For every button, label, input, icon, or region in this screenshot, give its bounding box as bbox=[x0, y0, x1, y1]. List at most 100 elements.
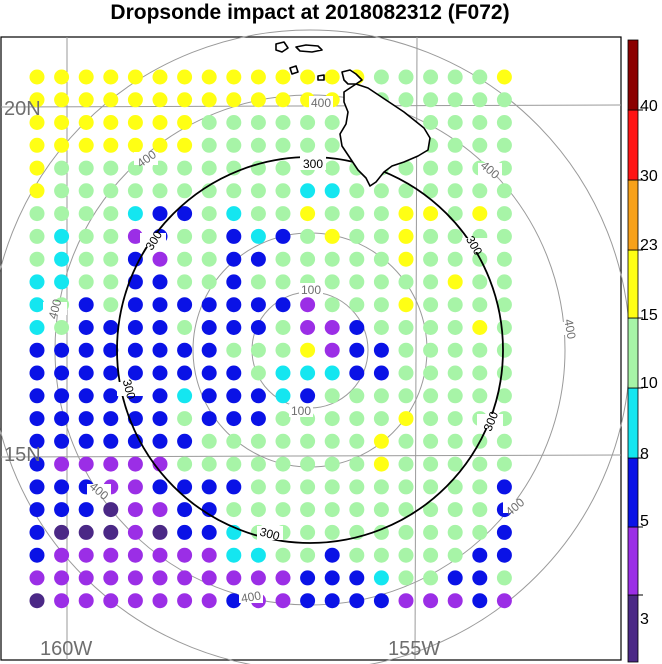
impact-dot bbox=[275, 228, 291, 244]
impact-dot bbox=[78, 411, 94, 427]
impact-dot bbox=[300, 228, 316, 244]
impact-dot bbox=[349, 433, 365, 449]
colorbar-label-3: 3 bbox=[640, 611, 649, 628]
impact-dot bbox=[103, 570, 119, 586]
impact-dot bbox=[472, 206, 488, 222]
impact-dot bbox=[349, 365, 365, 381]
impact-dot bbox=[250, 297, 266, 313]
impact-dot bbox=[78, 297, 94, 313]
impact-dot bbox=[472, 297, 488, 313]
impact-dot bbox=[423, 411, 439, 427]
impact-dot bbox=[201, 502, 217, 518]
impact-dot bbox=[152, 183, 168, 199]
impact-dot bbox=[250, 69, 266, 85]
impact-dot bbox=[373, 479, 389, 495]
impact-dot bbox=[398, 570, 414, 586]
impact-dot bbox=[447, 593, 463, 609]
impact-dot bbox=[201, 524, 217, 540]
impact-dot bbox=[275, 456, 291, 472]
impact-dot bbox=[472, 69, 488, 85]
impact-dot bbox=[127, 570, 143, 586]
impact-dot bbox=[29, 456, 45, 472]
impact-dot bbox=[226, 342, 242, 358]
impact-dot bbox=[423, 251, 439, 267]
impact-dot bbox=[373, 502, 389, 518]
impact-dot bbox=[103, 365, 119, 381]
impact-dot bbox=[423, 433, 439, 449]
impact-dot bbox=[398, 479, 414, 495]
impact-dot bbox=[423, 547, 439, 563]
impact-dot bbox=[226, 206, 242, 222]
impact-dot bbox=[226, 433, 242, 449]
impact-dot bbox=[496, 456, 512, 472]
impact-dot bbox=[127, 228, 143, 244]
impact-dot bbox=[398, 365, 414, 381]
impact-dot bbox=[29, 524, 45, 540]
impact-dot bbox=[324, 342, 340, 358]
impact-dot bbox=[127, 183, 143, 199]
impact-dot bbox=[324, 433, 340, 449]
impact-dot bbox=[54, 365, 70, 381]
impact-dot bbox=[423, 92, 439, 108]
impact-dot bbox=[349, 297, 365, 313]
impact-dot bbox=[78, 342, 94, 358]
impact-dot bbox=[29, 433, 45, 449]
impact-dot bbox=[103, 502, 119, 518]
impact-dot bbox=[226, 228, 242, 244]
impact-dot bbox=[324, 183, 340, 199]
impact-dot bbox=[300, 206, 316, 222]
colorbar-segment bbox=[627, 39, 639, 111]
impact-dot bbox=[496, 320, 512, 335]
impact-dot bbox=[78, 570, 94, 586]
impact-dot bbox=[324, 297, 340, 313]
impact-dot bbox=[472, 274, 488, 290]
impact-dot bbox=[127, 456, 143, 472]
impact-dot bbox=[29, 593, 45, 609]
impact-dot bbox=[54, 69, 70, 85]
impact-dot bbox=[201, 206, 217, 222]
colorbar bbox=[627, 39, 643, 663]
impact-dot bbox=[423, 388, 439, 404]
ring-label-300-bottom: 300 bbox=[258, 525, 281, 544]
impact-dot bbox=[496, 342, 512, 358]
impact-dot bbox=[398, 206, 414, 222]
impact-dot bbox=[250, 411, 266, 427]
impact-dot bbox=[103, 274, 119, 290]
impact-dot bbox=[103, 115, 119, 130]
ring-labels: 100 100 400 400 400 400 400 400 400 400 … bbox=[43, 96, 582, 606]
impact-dot bbox=[324, 115, 340, 130]
impact-dot bbox=[398, 502, 414, 518]
impact-dot bbox=[275, 137, 291, 153]
impact-dot bbox=[250, 115, 266, 130]
impact-dot bbox=[54, 137, 70, 153]
impact-dot bbox=[29, 570, 45, 586]
impact-dot bbox=[103, 251, 119, 267]
impact-dot bbox=[29, 69, 45, 85]
impact-dot bbox=[324, 547, 340, 563]
impact-dot bbox=[423, 365, 439, 381]
impact-dot bbox=[300, 547, 316, 563]
colorbar-label-23: 23 bbox=[640, 237, 658, 254]
colorbar-segment bbox=[627, 526, 639, 596]
impact-dot bbox=[177, 206, 193, 222]
impact-dot bbox=[152, 479, 168, 495]
impact-dot bbox=[54, 274, 70, 290]
impact-dot bbox=[152, 115, 168, 130]
impact-dot bbox=[78, 502, 94, 518]
impact-dot bbox=[398, 388, 414, 404]
impact-dot bbox=[349, 183, 365, 199]
impact-dot bbox=[226, 69, 242, 85]
impact-dot bbox=[398, 433, 414, 449]
impact-dot bbox=[447, 502, 463, 518]
impact-dot bbox=[447, 183, 463, 199]
impact-dot bbox=[324, 593, 340, 609]
impact-dot bbox=[250, 479, 266, 495]
impact-dot bbox=[275, 115, 291, 130]
impact-dot bbox=[275, 433, 291, 449]
impact-dot bbox=[250, 365, 266, 381]
colorbar-label-15: 15 bbox=[640, 307, 658, 324]
impact-dot bbox=[226, 570, 242, 586]
impact-dot bbox=[103, 547, 119, 563]
impact-dot bbox=[177, 502, 193, 518]
